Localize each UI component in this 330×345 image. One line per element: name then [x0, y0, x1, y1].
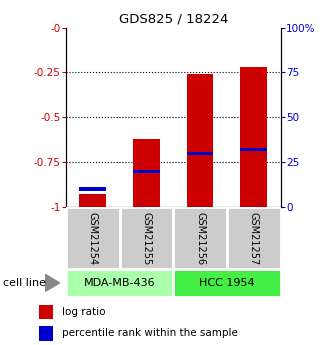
Text: log ratio: log ratio [62, 307, 106, 317]
Polygon shape [45, 275, 60, 291]
Bar [187, 151, 214, 155]
Bar [66, 269, 173, 297]
Text: HCC 1954: HCC 1954 [199, 278, 255, 288]
Bar [173, 269, 280, 297]
Bar [80, 187, 106, 191]
Bar [119, 207, 173, 269]
Bar [173, 207, 227, 269]
Bar [240, 67, 267, 207]
Bar [66, 207, 120, 269]
Text: GSM21255: GSM21255 [142, 212, 151, 265]
Bar [39, 326, 53, 341]
Bar [133, 169, 160, 173]
Bar [227, 207, 280, 269]
Text: GSM21254: GSM21254 [88, 212, 98, 265]
Bar [187, 74, 214, 207]
Text: percentile rank within the sample: percentile rank within the sample [62, 328, 238, 338]
Bar [133, 139, 160, 207]
Text: cell line: cell line [3, 278, 46, 288]
Bar [80, 195, 106, 207]
Text: GSM21257: GSM21257 [249, 212, 259, 265]
Text: MDA-MB-436: MDA-MB-436 [84, 278, 155, 288]
Text: GSM21256: GSM21256 [195, 212, 205, 265]
Bar [240, 148, 267, 151]
Bar [39, 305, 53, 319]
Title: GDS825 / 18224: GDS825 / 18224 [118, 12, 228, 25]
